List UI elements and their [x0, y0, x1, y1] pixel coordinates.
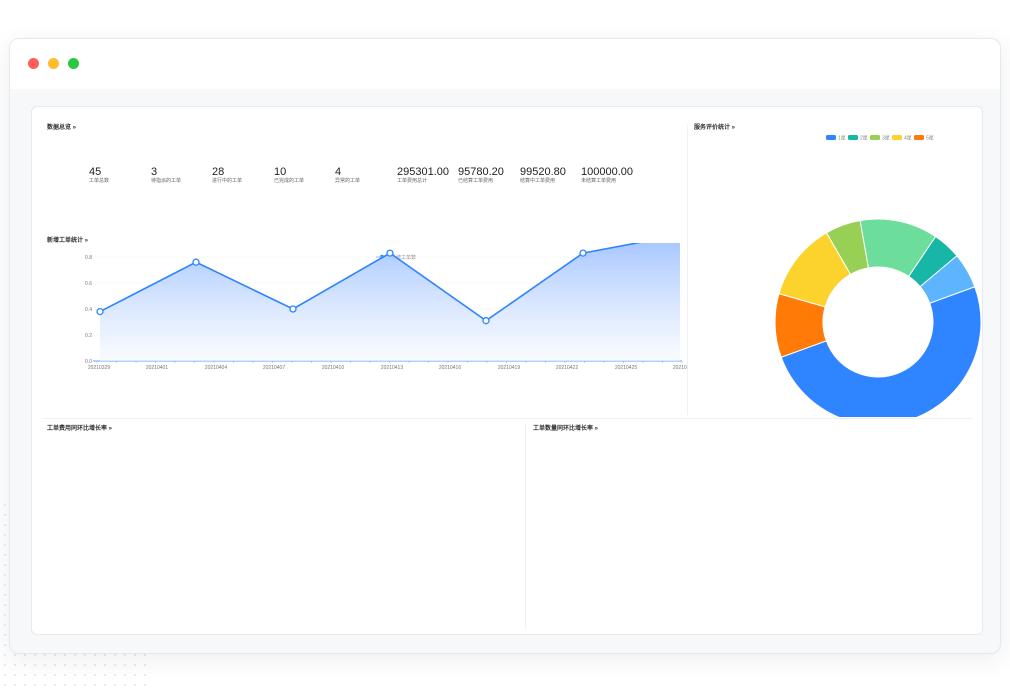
data-point [386, 249, 394, 257]
x-tick-label: 20210428 [673, 365, 687, 371]
x-tick-label: 20210422 [556, 365, 578, 371]
x-tick-label: 20210413 [381, 365, 403, 371]
cost-growth-title[interactable]: 工单费用同环比增长率 » [47, 426, 113, 432]
stat-card: 99520.80 结算中工单费用 [520, 166, 566, 185]
cost-growth-chart: 工单费用总计环比(%)同比(%)0.00%0.00%0.00%0.00%0.00… [42, 431, 524, 631]
y-tick-label: 0.2 [85, 333, 92, 339]
y-tick-label: 0.4 [85, 307, 92, 313]
legend-label: 5星 [926, 136, 934, 142]
overview-title[interactable]: 数据总览 » [47, 125, 77, 131]
stat-card: 45 工单总数 [89, 166, 109, 185]
pie-slice [780, 286, 982, 417]
legend-swatch [848, 135, 858, 140]
legend-swatch [914, 135, 924, 140]
bottom-vertical-divider [525, 423, 526, 629]
x-tick-label: 20210329 [88, 365, 110, 371]
legend-label: 3星 [882, 136, 890, 142]
x-tick-label: 20210416 [439, 365, 461, 371]
stat-value: 95780.20 [458, 166, 504, 178]
y-tick-label: 0.8 [85, 255, 92, 261]
rating-title[interactable]: 服务评价统计 » [694, 125, 736, 131]
new-orders-title[interactable]: 新增工单统计 » [47, 238, 89, 244]
x-tick-label: 20210425 [615, 365, 637, 371]
data-point [579, 249, 587, 257]
legend-label: 4星 [904, 136, 912, 142]
horizontal-divider [42, 418, 972, 419]
data-point [482, 317, 490, 325]
stat-label: 工单费用总计 [397, 178, 428, 184]
legend-swatch [892, 135, 902, 140]
stat-card: 4 异常的工单 [335, 166, 360, 185]
new-orders-chart: 新增工单数1.00.80.60.40.20.020210329202104012… [85, 243, 687, 371]
stat-label: 进行中的工单 [212, 178, 243, 184]
stat-label: 已结算工单费用 [458, 178, 494, 184]
stat-value: 10 [274, 166, 287, 178]
y-tick-label: 0.6 [85, 281, 92, 287]
stat-card: 295301.00 工单费用总计 [397, 166, 449, 185]
minimize-window-button[interactable] [48, 58, 59, 69]
stat-value: 28 [212, 166, 225, 178]
stat-label: 结算中工单费用 [520, 178, 556, 184]
stat-card: 100000.00 未结算工单费用 [581, 166, 633, 185]
legend-swatch [870, 135, 880, 140]
y-tick-label: 0.0 [85, 359, 92, 365]
dashboard-panel: 数据总览 » 45 工单总数 3 待指派的工单 28 进行中的工单 10 已完成的工单 4 异常的… [31, 106, 983, 635]
x-tick-label: 20210404 [205, 365, 227, 371]
stat-label: 已完成的工单 [274, 178, 305, 184]
stat-value: 45 [89, 166, 102, 178]
stat-card: 95780.20 已结算工单费用 [458, 166, 504, 185]
stat-value: 3 [151, 166, 158, 178]
data-point [289, 305, 297, 313]
stat-label: 工单总数 [89, 178, 110, 184]
window-titlebar [10, 39, 1000, 89]
stat-value: 4 [335, 166, 342, 178]
x-tick-label: 20210407 [263, 365, 285, 371]
stat-card: 3 待指派的工单 [151, 166, 181, 185]
stat-value: 99520.80 [520, 166, 566, 178]
app-window: 数据总览 » 45 工单总数 3 待指派的工单 28 进行中的工单 10 已完成的工单 4 异常的… [9, 38, 1001, 654]
stat-card: 10 已完成的工单 [274, 166, 304, 185]
pie-slice [919, 255, 976, 304]
x-tick-label: 20210419 [498, 365, 520, 371]
close-window-button[interactable] [28, 58, 39, 69]
x-tick-label: 20210410 [322, 365, 344, 371]
stat-label: 未结算工单费用 [581, 178, 617, 184]
count-growth-chart: 工单总数环比(%)同比(%)0.00%0.00%0.00%0.00%0.00%0… [527, 431, 982, 631]
area-fill [100, 243, 680, 361]
zoom-window-button[interactable] [68, 58, 79, 69]
legend-label: 1星 [838, 136, 846, 142]
data-point [96, 307, 104, 316]
stat-value: 295301.00 [397, 166, 449, 178]
legend-label: 新增工单数 [391, 254, 416, 261]
data-point [192, 258, 200, 266]
stat-value: 100000.00 [581, 166, 633, 178]
rating-pie-chart: 1星 2星 3星 4星 5星 [774, 135, 982, 417]
stat-label: 异常的工单 [335, 178, 361, 184]
stat-label: 待指派的工单 [151, 178, 182, 184]
stat-card: 28 进行中的工单 [212, 166, 242, 185]
count-growth-title[interactable]: 工单数量同环比增长率 » [533, 426, 599, 432]
legend-label: 2星 [860, 136, 868, 142]
legend-swatch [826, 135, 836, 140]
x-tick-label: 20210401 [146, 365, 168, 371]
vertical-divider [687, 125, 688, 415]
